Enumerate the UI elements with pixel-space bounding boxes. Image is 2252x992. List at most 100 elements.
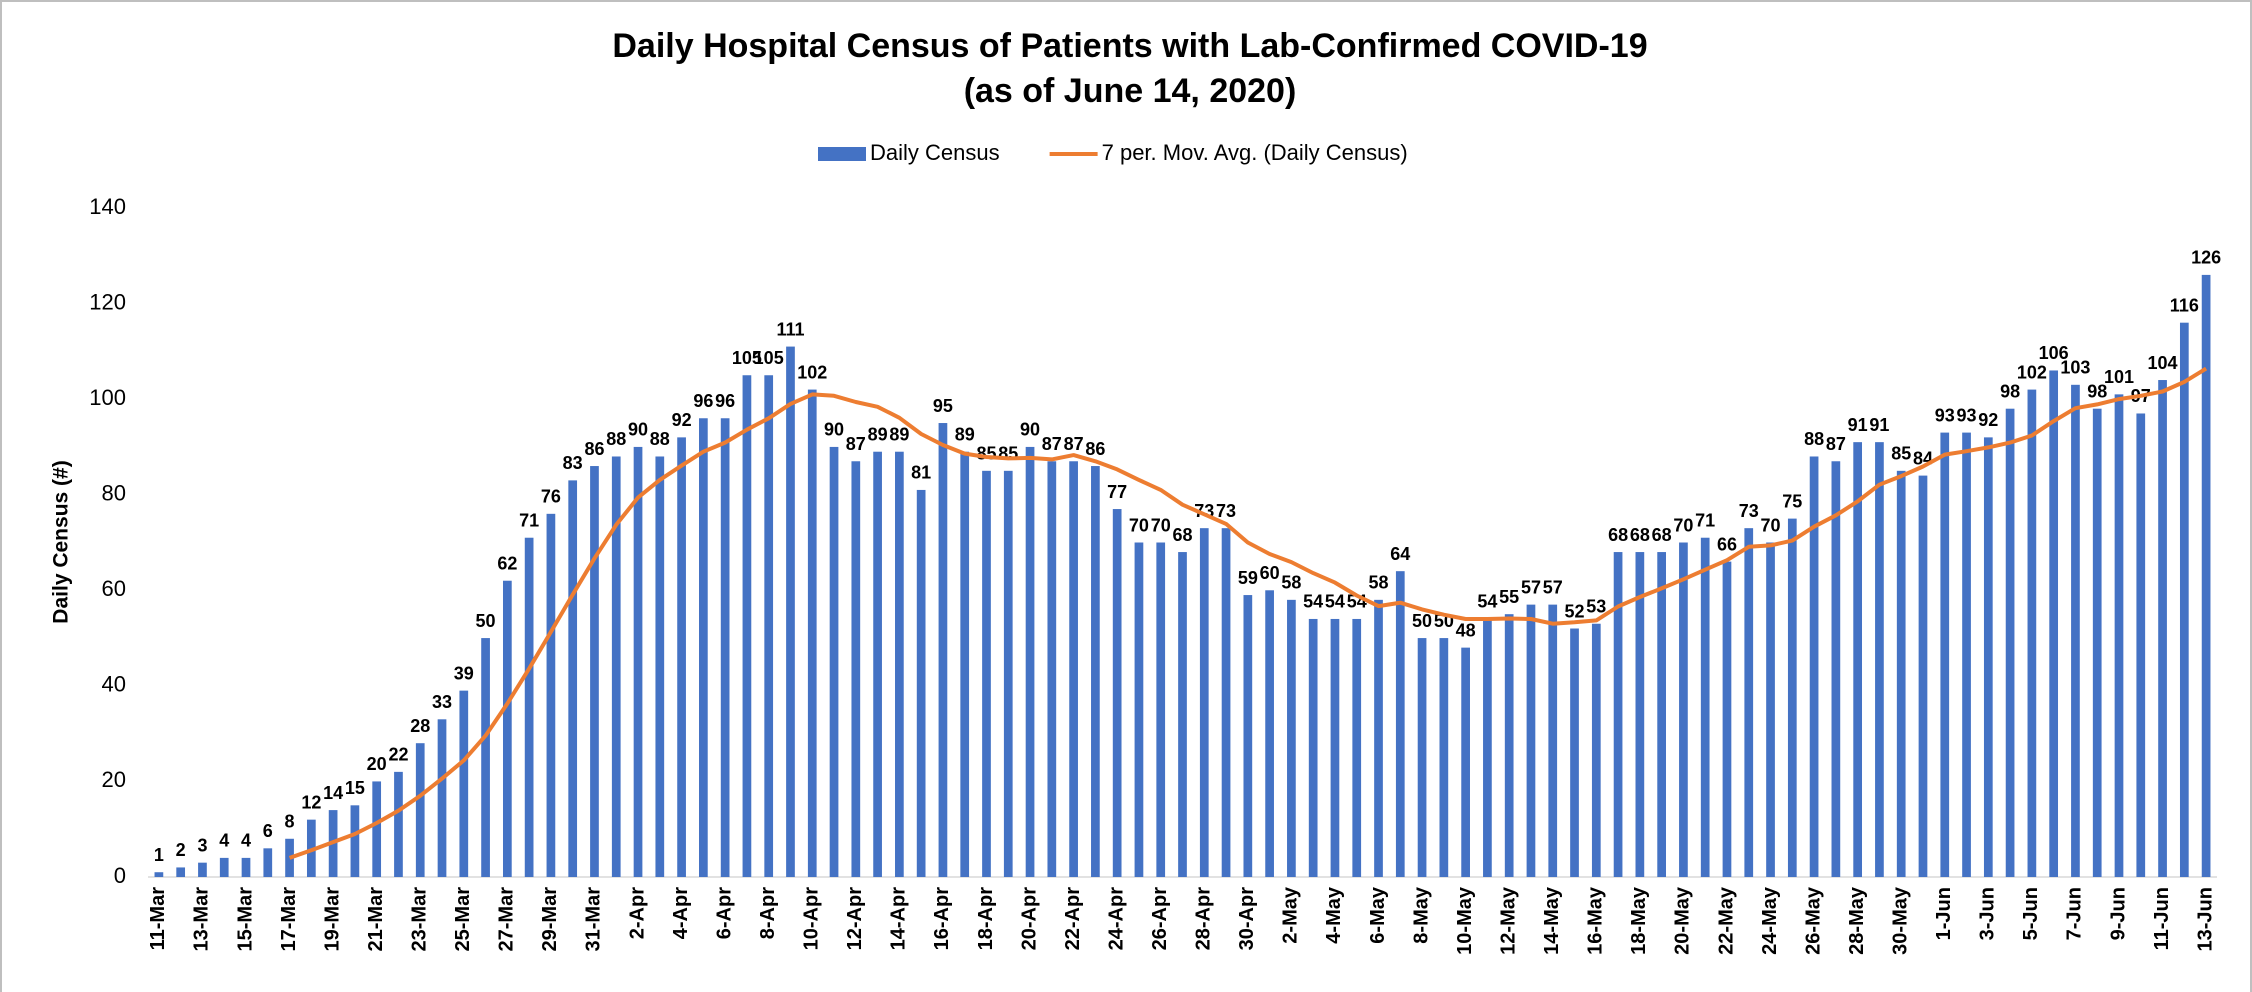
bar [938, 423, 948, 877]
data-label: 68 [1630, 525, 1650, 545]
bar [611, 456, 621, 877]
x-tick-label: 19-Mar [321, 887, 343, 952]
bar [415, 743, 425, 877]
bar [1896, 470, 1906, 877]
bar [1613, 552, 1623, 877]
chart-title: Daily Hospital Census of Patients with L… [612, 27, 1647, 65]
data-label: 88 [650, 429, 670, 449]
x-tick-label: 11-Mar [147, 887, 169, 951]
x-tick-label: 6-May [1367, 886, 1389, 944]
data-label: 71 [519, 510, 539, 530]
data-label: 88 [1804, 429, 1824, 449]
data-label: 90 [1020, 420, 1040, 440]
x-tick-label: 2-Apr [626, 887, 648, 939]
bar [1243, 595, 1253, 877]
data-label: 4 [219, 831, 229, 851]
bar [437, 719, 447, 877]
bar [742, 375, 752, 877]
data-label: 71 [1695, 510, 1715, 530]
data-label: 52 [1565, 601, 1585, 621]
bar [1221, 528, 1231, 877]
bar [2071, 384, 2080, 877]
data-label: 90 [824, 420, 844, 440]
legend: Daily Census 7 per. Mov. Avg. (Daily Cens… [818, 140, 1408, 165]
data-label: 98 [2000, 381, 2020, 401]
bar [1483, 618, 1492, 877]
data-label: 126 [2191, 248, 2221, 268]
bar [1744, 528, 1754, 877]
bar [655, 456, 665, 877]
bar [1875, 442, 1884, 877]
x-tick-label: 2-May [1280, 886, 1302, 944]
data-label: 70 [1761, 515, 1781, 535]
data-label: 81 [911, 463, 931, 483]
data-label: 85 [1891, 444, 1911, 464]
data-label: 62 [497, 553, 517, 573]
x-tick-label: 11-Jun [2151, 887, 2173, 950]
bar [1504, 614, 1514, 877]
data-label: 101 [2104, 367, 2134, 387]
data-label: 54 [1477, 592, 1497, 612]
bar [2049, 370, 2059, 877]
data-label: 105 [732, 348, 762, 368]
data-label: 70 [1151, 515, 1171, 535]
x-tick-label: 14-Apr [888, 887, 910, 951]
legend-item: Daily Census [818, 140, 1000, 165]
data-label: 6 [263, 821, 273, 841]
bar [198, 862, 207, 877]
bar [916, 489, 926, 877]
data-label: 96 [693, 391, 713, 411]
bar [1679, 542, 1688, 877]
x-tick-label: 1-Jun [1933, 887, 1955, 940]
y-tick-label: 20 [102, 767, 126, 792]
x-tick-label: 4-Apr [670, 887, 692, 939]
bar [394, 771, 403, 877]
x-tick-label: 17-Mar [278, 887, 300, 952]
y-axis-label: Daily Census (#) [50, 460, 73, 623]
bar [350, 805, 360, 877]
x-tick-label: 7-Jun [2064, 887, 2086, 940]
data-label: 106 [2039, 343, 2069, 363]
y-tick-label: 140 [89, 194, 126, 219]
bar [1657, 552, 1666, 877]
legend-swatch [818, 147, 866, 161]
data-label: 4 [241, 831, 251, 851]
data-label: 92 [1978, 410, 1998, 430]
bar [1787, 518, 1797, 877]
data-label: 87 [1042, 434, 1062, 454]
y-tick-label: 100 [89, 385, 126, 410]
bar [1395, 571, 1405, 877]
legend-label: Daily Census [870, 140, 1000, 165]
data-label: 54 [1325, 592, 1345, 612]
x-tick-label: 16-Apr [931, 887, 953, 951]
data-label: 22 [388, 745, 408, 765]
data-label: 70 [1673, 515, 1693, 535]
bar [1025, 446, 1035, 877]
bar [829, 446, 839, 877]
data-label: 58 [1368, 573, 1388, 593]
data-label: 96 [715, 391, 735, 411]
y-tick-label: 0 [114, 863, 126, 888]
y-tick-label: 60 [102, 576, 126, 601]
x-tick-label: 22-Apr [1062, 887, 1084, 951]
data-label: 12 [301, 792, 321, 812]
data-label: 8 [285, 812, 295, 832]
x-tick-label: 23-Mar [409, 887, 431, 952]
bar [459, 690, 469, 877]
x-tick-label: 30-May [1889, 886, 1911, 955]
bar [1809, 456, 1819, 877]
bar [241, 857, 251, 877]
data-label: 55 [1499, 587, 1519, 607]
data-label: 68 [1608, 525, 1628, 545]
bar [1112, 509, 1122, 877]
bar [590, 466, 599, 877]
data-label: 48 [1456, 620, 1476, 640]
x-tick-label: 12-May [1497, 886, 1519, 955]
bar [1722, 561, 1732, 877]
data-label: 53 [1586, 596, 1606, 616]
data-label: 104 [2148, 353, 2178, 373]
bar [1570, 628, 1579, 877]
data-label: 102 [2017, 362, 2047, 382]
bar [2158, 380, 2167, 877]
